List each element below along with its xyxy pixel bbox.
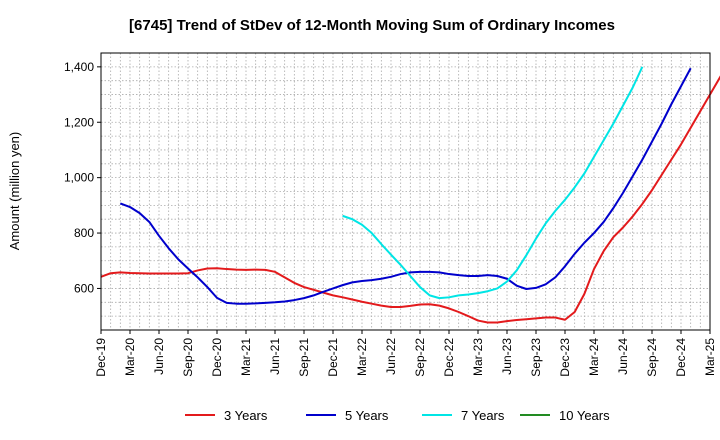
x-tick-label: Jun-21 bbox=[268, 338, 282, 375]
x-tick-label: Sep-20 bbox=[181, 338, 195, 377]
y-tick-label: 1,400 bbox=[64, 60, 94, 74]
grid bbox=[101, 53, 710, 330]
x-tick-label: Mar-22 bbox=[355, 338, 369, 376]
x-tick-label: Sep-22 bbox=[413, 338, 427, 377]
x-tick-label: Mar-21 bbox=[239, 338, 253, 376]
x-tick-label: Mar-24 bbox=[587, 338, 601, 376]
x-tick-label: Dec-20 bbox=[210, 338, 224, 377]
plot-area-border bbox=[100, 52, 711, 331]
series-line-5-years bbox=[119, 67, 692, 305]
chart-title: [6745] Trend of StDev of 12-Month Moving… bbox=[129, 17, 615, 34]
series-line-7-years bbox=[342, 66, 644, 300]
x-tick-label: Dec-23 bbox=[558, 338, 572, 377]
y-tick-label: 1,000 bbox=[64, 171, 94, 185]
x-tick-label: Sep-23 bbox=[529, 338, 543, 377]
x-ticks: Dec-19 Mar-20 Jun-20 Sep-20 Dec-20 Mar-21 Jun-… bbox=[94, 330, 717, 377]
x-tick-label: Jun-24 bbox=[616, 338, 630, 375]
x-tick-label: Mar-20 bbox=[123, 338, 137, 376]
legend-label: 3 Years bbox=[224, 408, 268, 423]
legend-label: 5 Years bbox=[345, 408, 389, 423]
legend: 3 Years 5 Years 7 Years 10 Years bbox=[185, 408, 610, 423]
x-tick-label: Mar-25 bbox=[703, 338, 717, 376]
y-tick-label: 800 bbox=[74, 226, 94, 240]
x-tick-label: Mar-23 bbox=[471, 338, 485, 376]
y-ticks: 600 800 1,000 1,200 1,400 bbox=[64, 60, 101, 295]
y-tick-label: 600 bbox=[74, 281, 94, 295]
y-axis-label: Amount (million yen) bbox=[7, 132, 22, 251]
series-line-3-years bbox=[100, 75, 720, 324]
x-tick-label: Jun-22 bbox=[384, 338, 398, 375]
x-tick-label: Jun-20 bbox=[152, 338, 166, 375]
x-tick-label: Sep-21 bbox=[297, 338, 311, 377]
legend-label: 7 Years bbox=[461, 408, 505, 423]
x-tick-label: Dec-21 bbox=[326, 338, 340, 377]
x-tick-label: Sep-24 bbox=[645, 338, 659, 377]
legend-label: 10 Years bbox=[559, 408, 610, 423]
x-tick-label: Dec-24 bbox=[674, 338, 688, 377]
x-tick-label: Jun-23 bbox=[500, 338, 514, 375]
series-group bbox=[100, 66, 720, 324]
x-tick-label: Dec-19 bbox=[94, 338, 108, 377]
y-tick-label: 1,200 bbox=[64, 115, 94, 129]
x-tick-label: Dec-22 bbox=[442, 338, 456, 377]
